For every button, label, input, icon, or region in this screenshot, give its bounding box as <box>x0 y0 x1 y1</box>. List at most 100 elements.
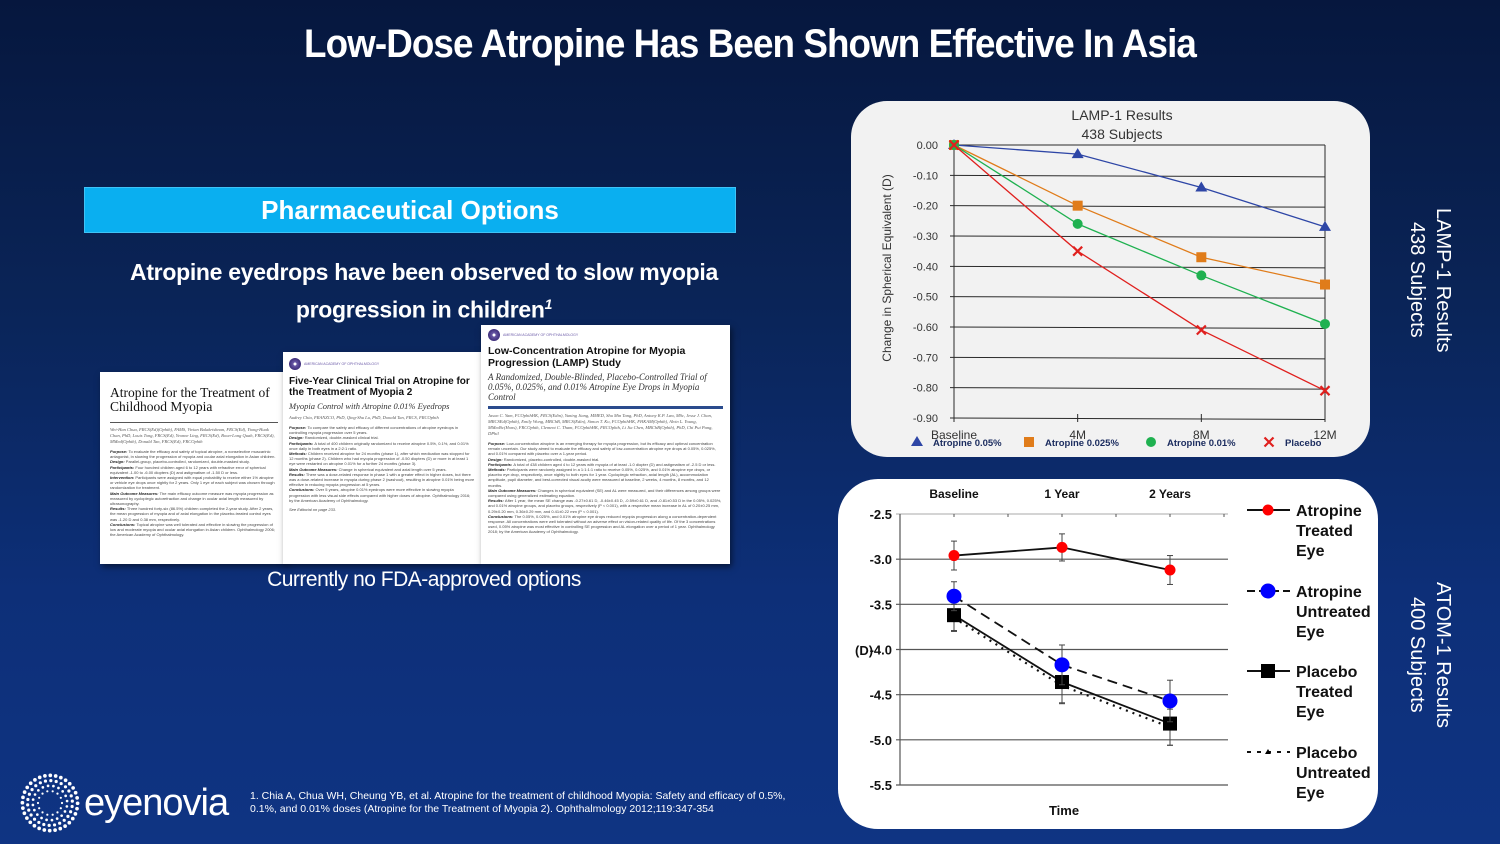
legend-item: Placebo Treated Eye <box>1247 664 1358 721</box>
logo-dot <box>71 786 75 790</box>
logo-dot <box>28 820 33 825</box>
paper-note: See Editorial on page 233. <box>289 507 337 513</box>
legend-label: Atropine 0.025% <box>1045 438 1119 449</box>
legend-label: Eye <box>1296 624 1325 641</box>
logo-dot <box>56 792 59 795</box>
paper-abstract: Purpose: Low-concentration atropine is a… <box>488 441 723 535</box>
aao-emblem-icon <box>488 329 500 341</box>
abstract-text: Over 5 years, atropine 0.01% eyedrops we… <box>289 487 471 503</box>
logo-dot <box>46 784 50 788</box>
logo-dot <box>52 823 57 827</box>
logo-dot <box>51 790 54 793</box>
abstract-paragraph: Main Outcome Measures: The main efficacy… <box>110 491 278 507</box>
y-tick-label: -0.30 <box>913 231 938 243</box>
lamp-y-axis-label: Change in Spherical Equivalent (D) <box>880 174 894 361</box>
logo-dot <box>69 794 73 798</box>
lamp-chart-card: LAMP-1 Results 438 Subjects Change in Sp… <box>851 101 1370 457</box>
abstract-paragraph: Conclusions: The 0.05%, 0.025%, and 0.01… <box>488 514 723 535</box>
x-tick-label: Baseline <box>929 487 979 501</box>
abstract-paragraph: Purpose: To evaluate the efficacy and sa… <box>110 449 278 459</box>
y-tick-label: -2.5 <box>870 507 892 522</box>
gridline <box>949 356 1326 360</box>
abstract-paragraph: Design: Randomized, double-masked clinic… <box>289 435 475 440</box>
logo-dot <box>59 796 62 799</box>
abstract-text: Three hundred forty-six (86.5%) children… <box>110 506 274 522</box>
y-tick-label: -0.20 <box>913 201 938 213</box>
abstract-label: Results: <box>289 471 306 477</box>
paper-title: Low-Concentration Atropine for Myopia Pr… <box>488 345 686 369</box>
abstract-paragraph: Design: Parallel-group, placebo-controll… <box>110 459 278 464</box>
atom-x-axis-label: Time <box>1049 803 1079 818</box>
logo-dot <box>41 786 45 789</box>
data-point <box>1164 564 1176 576</box>
abstract-text: Changes in spherical equivalent (SE) and… <box>488 487 721 499</box>
paper-rule <box>110 422 278 423</box>
logo-dot <box>25 785 30 790</box>
legend-label: Atropine 0.01% <box>1167 438 1236 449</box>
logo-dot <box>21 806 25 810</box>
logo-dot <box>73 790 78 795</box>
logo-dot <box>38 781 42 785</box>
lead-line-1: Atropine eyedrops have been observed to … <box>130 259 718 285</box>
legend-label: Eye <box>1296 704 1325 721</box>
abstract-paragraph: Main Outcome Measures: Changes in spheri… <box>488 488 723 498</box>
abstract-paragraph: Participants: A total of 438 children ag… <box>488 462 723 467</box>
y-tick-label: -4.0 <box>870 643 892 658</box>
y-tick-label: -0.40 <box>913 261 938 273</box>
y-tick-label: -3.5 <box>870 597 892 612</box>
logo-dot <box>67 820 72 825</box>
legend-label: Eye <box>1296 785 1325 802</box>
gridline <box>949 417 1326 420</box>
logo-dot <box>65 805 69 808</box>
paper-rule <box>488 406 723 409</box>
legend-label: Atropine 0.05% <box>933 438 1002 449</box>
abstract-label: Participants: <box>289 440 315 446</box>
logo-dot <box>32 817 37 821</box>
legend-item: Atropine 0.025% <box>1024 437 1119 449</box>
series-atropine-treated-eye <box>948 533 1176 585</box>
legend-label: Placebo <box>1285 438 1322 449</box>
data-point <box>1196 270 1207 281</box>
series-line <box>953 144 1326 392</box>
paper-title: Atropine for the Treatment of Childhood … <box>110 385 270 414</box>
data-point <box>1196 252 1207 263</box>
abstract-paragraph: Results: There was a dose-related respon… <box>289 472 475 488</box>
data-point <box>948 139 960 151</box>
logo-dot <box>56 811 59 814</box>
logo-dot <box>40 816 43 820</box>
y-tick-label: -0.70 <box>913 352 938 364</box>
logo-dot <box>38 807 41 810</box>
eyenovia-dot-ring-icon <box>20 773 80 833</box>
legend-label: Untreated <box>1296 604 1371 621</box>
legend-marker <box>1262 504 1274 516</box>
logo-dot <box>42 822 46 827</box>
abstract-paragraph: Main Outcome Measures: Change in spheric… <box>289 467 475 472</box>
slide-title: Low-Dose Atropine Has Been Shown Effecti… <box>304 22 1197 66</box>
logo-dot <box>25 816 29 820</box>
citation-footnote: 1. Chia A, Chua WH, Cheung YB, et al. At… <box>250 790 786 815</box>
logo-dot <box>73 811 78 816</box>
logo-dot <box>32 823 37 828</box>
abstract-paragraph: Participants: Four hundred children aged… <box>110 465 278 475</box>
series-line <box>953 144 1326 228</box>
lamp-side-label: LAMP-1 Results 438 Subjects <box>1404 190 1456 370</box>
abstract-paragraph: Design: Randomized, placebo-controlled, … <box>488 457 723 462</box>
logo-dot <box>29 813 33 817</box>
paper-abstract: Purpose: To compare the safety and effic… <box>289 425 475 503</box>
logo-dot <box>47 828 52 833</box>
logo-dot <box>30 787 34 792</box>
aao-logo: AMERICAN ACADEMY OF OPHTHALMOLOGY <box>488 329 723 341</box>
paper-authors: Wei-Han Chua, FRCS(Ed)(Ophth), FAMS, Viv… <box>110 427 275 444</box>
x-stroke <box>1263 436 1275 448</box>
atom-chart: (D) Time -2.5 -3.0 -3.5 -4.0 -4.5 -5.0 -5.5 Ba… <box>855 487 1371 818</box>
legend-item: Atropine Untreated Eye <box>1247 583 1371 641</box>
legend-marker <box>911 436 923 446</box>
abstract-paragraph: Conclusions: Over 5 years, atropine 0.01… <box>289 487 475 503</box>
abstract-label: Results: <box>488 498 505 504</box>
abstract-label: Design: <box>289 435 305 441</box>
lamp-side-label-line2: 438 Subjects <box>1406 222 1428 338</box>
y-tick-label: -3.0 <box>870 552 892 567</box>
abstract-label: Purpose: <box>488 441 507 446</box>
abstract-label: Main Outcome Measures: <box>488 487 538 493</box>
gridline <box>949 387 1326 390</box>
